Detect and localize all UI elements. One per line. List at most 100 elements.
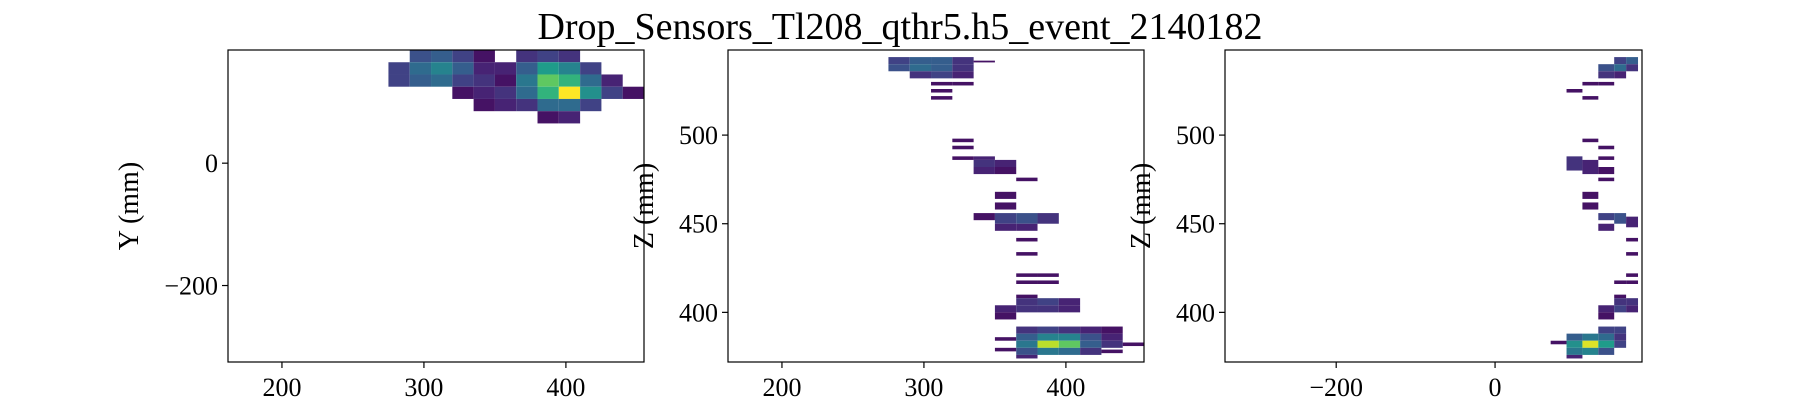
heatmap-cell bbox=[1058, 298, 1081, 306]
heatmap-cell bbox=[388, 74, 410, 87]
heatmap-cell bbox=[1058, 333, 1081, 341]
heatmap-cell bbox=[1598, 326, 1615, 334]
heatmap-cell bbox=[1566, 347, 1583, 355]
heatmap-cell bbox=[952, 156, 974, 160]
heatmap-cell bbox=[473, 86, 495, 99]
heatmap-cell bbox=[1582, 333, 1599, 341]
y-tick-label: 400 bbox=[679, 298, 718, 327]
heatmap-cell bbox=[1582, 96, 1599, 100]
heatmap-cell bbox=[1614, 333, 1627, 341]
heatmap-cell bbox=[1016, 326, 1038, 334]
heatmap-cell bbox=[1037, 298, 1059, 306]
heatmap-cell bbox=[494, 74, 517, 87]
heatmap-cell bbox=[1058, 340, 1081, 348]
heatmap-cell bbox=[888, 64, 910, 72]
heatmap-cell bbox=[1037, 305, 1059, 313]
heatmap-cell bbox=[1101, 340, 1123, 348]
heatmap-cell bbox=[1598, 347, 1615, 355]
heatmap-cell bbox=[1598, 305, 1615, 313]
heatmap-cell bbox=[1626, 298, 1639, 306]
heatmap-cell bbox=[973, 167, 995, 175]
heatmap-cell bbox=[452, 50, 474, 63]
heatmap-cell bbox=[1582, 202, 1599, 210]
heatmap-cell bbox=[1080, 333, 1102, 341]
heatmap-cell bbox=[537, 62, 559, 75]
heatmap-cell bbox=[580, 62, 602, 75]
heatmap-cell bbox=[473, 50, 495, 63]
heatmap-cell bbox=[537, 50, 559, 63]
heatmap-cell bbox=[601, 74, 623, 87]
heatmap-cell bbox=[1016, 305, 1038, 313]
axes-frame bbox=[727, 49, 1145, 363]
heatmap-cell bbox=[1058, 305, 1081, 313]
heatmap-cell bbox=[931, 71, 953, 79]
heatmap-cell bbox=[1582, 159, 1599, 175]
heatmap-cell bbox=[952, 145, 974, 150]
heatmap-cell bbox=[516, 50, 538, 63]
heatmap-cell bbox=[1598, 71, 1615, 79]
heatmap-cell bbox=[409, 62, 432, 75]
heatmap-cell bbox=[994, 191, 1017, 199]
heatmap-cell bbox=[1016, 223, 1038, 231]
heatmap-cell bbox=[473, 74, 495, 87]
heatmap-cell bbox=[994, 312, 1017, 320]
heatmap-cell bbox=[558, 50, 581, 63]
heatmap-cell bbox=[1614, 298, 1627, 306]
heatmap-cell bbox=[1080, 326, 1102, 334]
heatmap-cell bbox=[1058, 326, 1081, 334]
heatmap-cell bbox=[952, 81, 974, 86]
heatmap-cell bbox=[1080, 340, 1102, 348]
heatmap-cell bbox=[1037, 326, 1059, 334]
heatmap-cell bbox=[1550, 340, 1567, 345]
heatmap-cell bbox=[1626, 273, 1639, 277]
heatmap-cell bbox=[1598, 145, 1615, 150]
heatmap-cell bbox=[1566, 333, 1583, 341]
heatmap-cell bbox=[1626, 237, 1639, 242]
heatmap-cell bbox=[473, 62, 495, 75]
heatmap-cell bbox=[1582, 81, 1599, 86]
panel-xy: 200 300 400 −200 0 Y (mm) bbox=[114, 49, 645, 400]
heatmap-cell bbox=[1016, 340, 1038, 348]
heatmap-cell bbox=[580, 86, 602, 99]
y-tick-label: 450 bbox=[1176, 210, 1215, 239]
heatmap-cell bbox=[931, 89, 953, 93]
x-tick-label: 400 bbox=[1046, 373, 1085, 400]
heatmap-cell bbox=[994, 347, 1017, 352]
heatmap-cell bbox=[537, 98, 559, 112]
heatmap-cell bbox=[1598, 167, 1615, 175]
heatmap-cell bbox=[1016, 298, 1038, 306]
heatmap-cell bbox=[1598, 333, 1615, 341]
heatmap-cell bbox=[888, 57, 910, 65]
heatmap-cell bbox=[1058, 347, 1081, 355]
heatmap-cell bbox=[1614, 305, 1627, 313]
heatmap-cell bbox=[1582, 340, 1599, 348]
heatmap-cell bbox=[994, 223, 1017, 231]
y-axis-label: Z (mm) bbox=[1126, 163, 1157, 249]
heatmap-cell bbox=[931, 57, 953, 65]
heatmap-cell bbox=[473, 98, 495, 112]
heatmap-cell bbox=[931, 81, 953, 86]
heatmap-cell bbox=[973, 213, 995, 221]
heatmap-cell bbox=[1598, 312, 1615, 320]
heatmap-cell bbox=[994, 337, 1017, 341]
x-tick-label: 200 bbox=[762, 373, 801, 400]
heatmap-cell bbox=[1016, 252, 1038, 256]
heatmap-cell bbox=[1598, 223, 1615, 231]
heatmap-cell bbox=[1016, 273, 1038, 277]
heatmap-cell bbox=[537, 74, 559, 87]
heatmap-cell bbox=[994, 159, 1017, 167]
heatmap-cell bbox=[622, 86, 644, 99]
y-tick-label: 0 bbox=[205, 149, 218, 178]
heatmap-cell bbox=[952, 57, 974, 65]
y-axis-label: Z (mm) bbox=[629, 163, 660, 249]
heatmap-cell bbox=[431, 62, 453, 75]
heatmap-cell bbox=[1582, 347, 1599, 355]
heatmap-cell bbox=[494, 98, 517, 112]
heatmap-cell bbox=[1626, 280, 1639, 284]
panel-yz: −200 0 400 450 500 Z (mm) bbox=[1126, 49, 1643, 400]
x-tick-label: −200 bbox=[1309, 373, 1363, 400]
heatmap-cell bbox=[601, 86, 623, 99]
heatmap-cell bbox=[994, 305, 1017, 313]
heatmap-cell bbox=[1037, 213, 1059, 224]
heatmap-cell bbox=[1626, 57, 1639, 65]
